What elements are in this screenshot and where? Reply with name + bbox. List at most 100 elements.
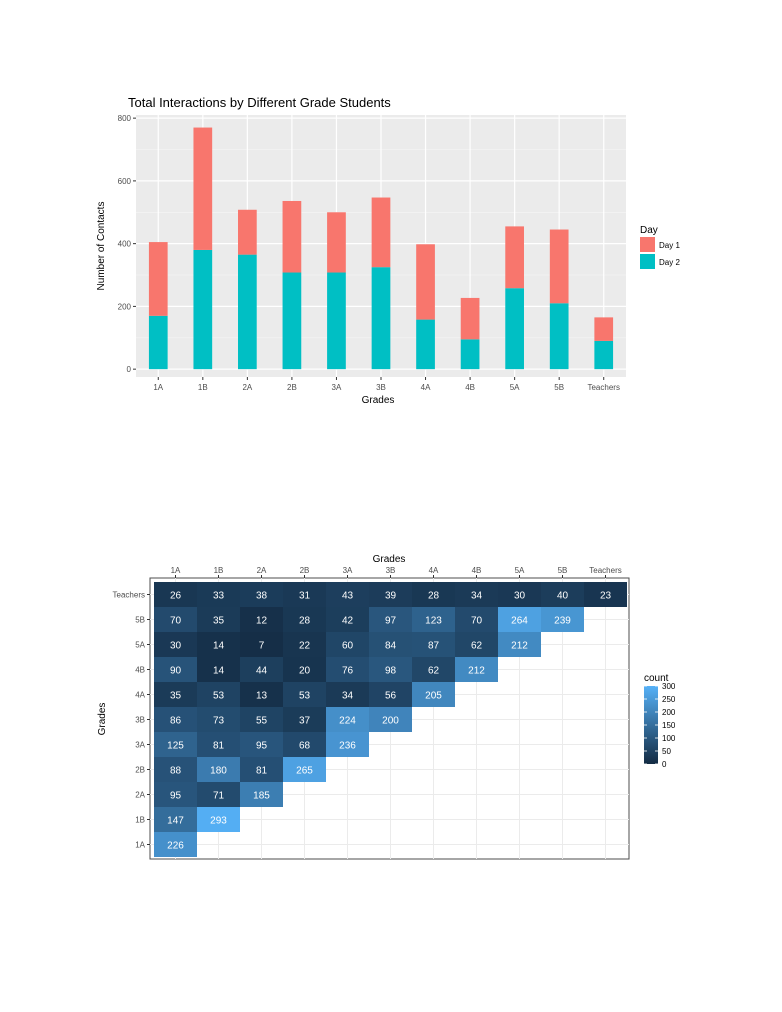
heatmap-cell-value: 125 [167,741,184,752]
heatmap-cell-value: 224 [339,716,356,727]
heatmap-cell-4b-1b [197,657,240,682]
bar-y-axis: 0 200 400 600 800 [118,114,136,374]
heatmap-cell-value: 239 [554,616,571,627]
heatmap-cell-3a-3a [326,732,369,757]
heatmap-cell-3b-3b [369,707,412,732]
heatmap-cell-value: 28 [299,616,311,627]
heatmap-y-tick-label: 5A [135,641,145,650]
heatmap-cell-5b-1b [197,607,240,632]
heatmap-cell-value: 70 [471,616,483,627]
bar-day-1-1b [193,127,213,250]
heatmap-cell-value: 23 [600,591,612,602]
bar-legend-title: Day [640,225,658,236]
heatmap-cell-value: 212 [511,641,528,652]
heatmap-x-tick-label: 5B [558,566,568,575]
heatmap-cell-4a-4a [412,682,455,707]
bar-x-tick-label: 3B [376,383,386,392]
heatmap-cell-teachers-1b [197,582,240,607]
heatmap-cell-value: 81 [213,741,225,752]
bar-y-tick-label: 600 [118,177,132,186]
heatmap-cell-3a-1a [154,732,197,757]
bar-day-2-5b [549,303,569,370]
heatmap-cell-4a-1b [197,682,240,707]
heatmap-cell-value: 86 [170,716,182,727]
bar-day-2-1a [148,315,168,370]
bar-y-tick-label: 0 [127,365,132,374]
heatmap-cell-value: 14 [213,641,225,652]
bar-x-tick-label: 1B [198,383,208,392]
heatmap-cell-4a-2a [240,682,283,707]
heatmap-cell-value: 87 [428,641,440,652]
heatmap-cell-value: 13 [256,691,268,702]
heatmap-cell-value: 71 [213,791,225,802]
heatmap-x-tick-label: Teachers [589,566,621,575]
heatmap-cell-3b-2b [283,707,326,732]
bar-day-2-3a [327,272,346,370]
heatmap-cell-value: 264 [511,616,528,627]
heatmap-cell-value: 73 [213,716,225,727]
heatmap-cell-3b-3a [326,707,369,732]
heatmap-cell-5b-4a [412,607,455,632]
bar-day-1-5b [549,229,569,304]
bar-x-tick-label: 2A [242,383,252,392]
heatmap-cell-teachers-3a [326,582,369,607]
heatmap-colorbar [644,686,658,764]
heatmap-y-tick-label: 3B [135,716,145,725]
heatmap-cell-teachers-4b [455,582,498,607]
bar-series-group [148,127,614,370]
heatmap-cell-value: 39 [385,591,397,602]
bar-day-1-1a [148,242,168,316]
heatmap-cell-value: 60 [342,641,354,652]
heatmap-cell-value: 212 [468,666,485,677]
heatmap-cell-2b-2b [283,757,326,782]
heatmap-cell-value: 95 [256,741,268,752]
heatmap-y-tick-label: 2A [135,791,145,800]
heatmap-x-tick-label: 3A [343,566,353,575]
heatmap-cell-value: 30 [514,591,526,602]
heatmap-colorbar-label: 0 [662,760,667,769]
heatmap-cell-5a-3b [369,632,412,657]
heatmap-colorbar-label: 100 [662,734,676,743]
heatmap-cell-2a-1b [197,782,240,807]
heatmap-cell-value: 53 [213,691,225,702]
heatmap-cell-5a-2b [283,632,326,657]
heatmap-cell-4b-1a [154,657,197,682]
heatmap-x-tick-label: 2B [300,566,310,575]
heatmap-cell-value: 53 [299,691,311,702]
heatmap-cell-value: 7 [259,641,265,652]
heatmap-cell-2b-2a [240,757,283,782]
heatmap-colorbar-label: 200 [662,708,676,717]
heatmap-cell-5b-1a [154,607,197,632]
heatmap-cell-value: 236 [339,741,356,752]
bar-day-2-teachers [594,340,614,370]
heatmap-cell-1b-1a [154,807,197,832]
bar-day-2-4b [460,339,480,370]
bar-chart-title: Total Interactions by Different Grade St… [128,95,391,110]
heatmap-cell-value: 14 [213,666,225,677]
heatmap-cell-value: 37 [299,716,311,727]
heatmap-cell-5b-4b [455,607,498,632]
heatmap-cell-3b-1a [154,707,197,732]
heatmap-cell-value: 55 [256,716,268,727]
bar-y-axis-label: Number of Contacts [96,202,107,291]
heatmap-cell-value: 40 [557,591,569,602]
bar-y-tick-label: 200 [118,302,132,311]
heatmap-cell-value: 62 [428,666,440,677]
heatmap-cell-value: 38 [256,591,268,602]
heatmap-cell-2b-1a [154,757,197,782]
heatmap-cell-value: 26 [170,591,182,602]
heatmap-cell-value: 28 [428,591,440,602]
heatmap-y-axis: 1A 1B 2A 2B 3A 3B 4A 4B 5A 5B Teachers [113,591,150,850]
bar-day-2-2b [282,272,302,370]
heatmap-cell-5b-2a [240,607,283,632]
heatmap-cell-teachers-teachers [584,582,627,607]
heatmap-cell-5b-5b [541,607,584,632]
heatmap-cell-value: 123 [425,616,442,627]
bar-x-axis: 1A 1B 2A 2B 3A 3B 4A 4B 5A 5B Teachers [153,377,620,392]
bar-day-1-teachers [594,317,614,341]
heatmap-cell-4b-2a [240,657,283,682]
heatmap-cell-value: 293 [210,816,227,827]
heatmap-cell-4a-3b [369,682,412,707]
heatmap-cell-teachers-3b [369,582,412,607]
heatmap-x-axis: 1A 1B 2A 2B 3A 3B 4A 4B 5A 5B Teachers [171,566,622,578]
